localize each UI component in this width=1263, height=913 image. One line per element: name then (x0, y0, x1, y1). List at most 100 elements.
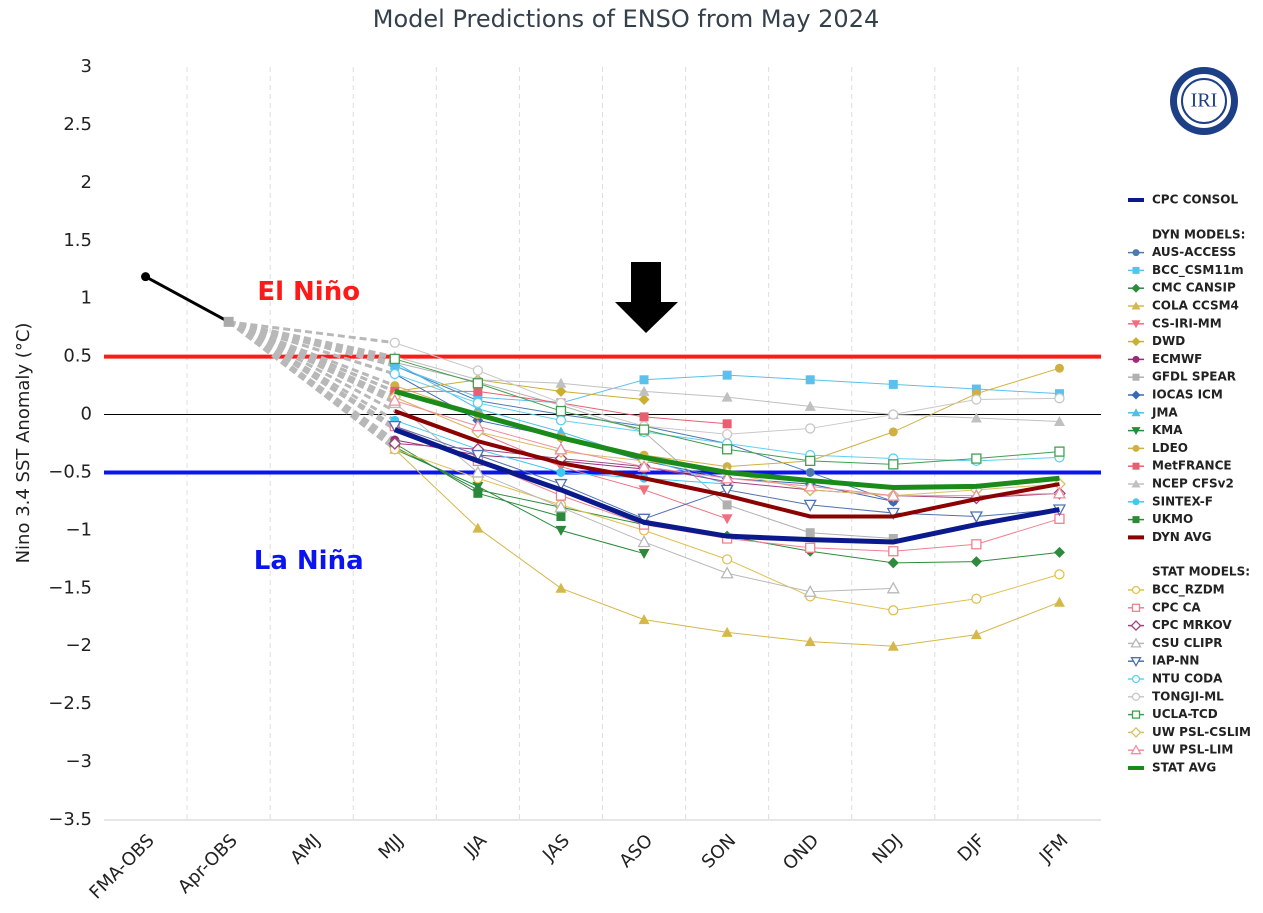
x-tick-label: Apr-OBS (174, 830, 242, 898)
legend-label[interactable]: ECMWF (1152, 352, 1202, 366)
point (805, 455, 816, 467)
point (1131, 603, 1141, 612)
series-line (393, 427, 1060, 545)
point (886, 581, 900, 594)
x-tick-label: AMJ (286, 830, 324, 868)
point (473, 488, 483, 498)
x-tick-label: OND (779, 830, 823, 874)
legend-label[interactable]: CPC CONSOL (1152, 193, 1238, 207)
point (1053, 546, 1065, 558)
point (804, 400, 816, 411)
point (1131, 337, 1141, 347)
legend-label[interactable]: NCEP CFSv2 (1152, 477, 1234, 491)
y-tick-label: −0.5 (48, 461, 92, 482)
legend-label[interactable]: CPC MRKOV (1152, 618, 1232, 632)
point (555, 415, 567, 426)
point (1053, 596, 1065, 607)
legend-label[interactable]: DYN AVG (1152, 530, 1212, 544)
legend-label[interactable]: KMA (1152, 423, 1183, 437)
point (803, 499, 817, 512)
point (1130, 637, 1142, 648)
legend-label[interactable]: CSU CLIPR (1152, 636, 1223, 650)
point (555, 582, 567, 593)
point (804, 636, 816, 647)
legend-label[interactable]: CS-IRI-MM (1152, 316, 1222, 330)
point (1054, 363, 1064, 373)
legend-label[interactable]: SINTEX-F (1152, 494, 1213, 508)
point (1132, 266, 1140, 274)
legend-label[interactable]: BCC_CSM11m (1152, 263, 1244, 278)
point (803, 479, 817, 492)
legend-label[interactable]: UW PSL-LIM (1152, 743, 1233, 757)
annotation: La Niña (254, 546, 364, 576)
point (1131, 390, 1141, 400)
point (1131, 408, 1141, 417)
point (472, 522, 484, 533)
point (1131, 283, 1141, 293)
series (394, 409, 1060, 519)
point (720, 484, 734, 497)
y-tick-label: −1 (65, 519, 92, 540)
legend-label[interactable]: COLA CCSM4 (1152, 299, 1239, 313)
point (805, 528, 815, 538)
legend-label[interactable]: MetFRANCE (1152, 459, 1232, 473)
point (556, 467, 566, 477)
point (555, 405, 567, 417)
legend-label[interactable]: LDEO (1152, 441, 1188, 455)
point (1131, 585, 1141, 595)
series (389, 443, 1065, 651)
point (638, 424, 650, 435)
y-axis-label: Nino 3.4 SST Anomaly (°C) (13, 323, 34, 564)
point (803, 584, 817, 597)
point (720, 566, 734, 579)
point (639, 412, 649, 422)
legend-label[interactable]: UKMO (1152, 512, 1193, 526)
point (888, 533, 898, 543)
legend-label[interactable]: TONGJI-ML (1152, 689, 1224, 703)
legend-label[interactable]: DWD (1152, 334, 1185, 348)
point (969, 511, 983, 524)
point (472, 403, 484, 414)
legend-label[interactable]: IOCAS ICM (1152, 388, 1223, 402)
x-tick-label: JFM (1035, 830, 1073, 868)
point (554, 500, 568, 513)
point (805, 423, 816, 434)
point (1131, 427, 1141, 436)
point (805, 375, 815, 385)
point (1131, 710, 1141, 719)
connector (228, 320, 396, 399)
y-tick-label: 2.5 (63, 114, 92, 135)
legend-label[interactable]: IAP-NN (1152, 654, 1199, 668)
point (970, 629, 982, 640)
point (638, 393, 650, 405)
point (1130, 726, 1142, 738)
legend-label[interactable]: AUS-ACCESS (1152, 245, 1236, 259)
legend-label[interactable]: CPC CA (1152, 600, 1201, 614)
point (472, 481, 484, 492)
point (1131, 301, 1141, 310)
point (471, 465, 485, 478)
legend-label[interactable]: STAT AVG (1152, 761, 1216, 775)
series (388, 396, 900, 597)
point (722, 419, 732, 429)
legend-label[interactable]: CMC CANSIP (1152, 281, 1236, 295)
point (472, 378, 484, 389)
point (389, 368, 400, 380)
legend-label[interactable]: GFDL SPEAR (1152, 370, 1236, 384)
point (721, 626, 733, 637)
point (473, 386, 483, 396)
point (554, 478, 568, 491)
x-tick-label: MJJ (375, 830, 408, 863)
legend-label[interactable]: NTU CODA (1152, 672, 1223, 686)
point (887, 557, 899, 569)
x-tick-label: SON (698, 830, 740, 872)
point (888, 427, 898, 437)
point (805, 542, 816, 553)
legend-heading: DYN MODELS: (1152, 227, 1245, 241)
legend-label[interactable]: UCLA-TCD (1152, 707, 1218, 721)
legend-label[interactable]: JMA (1151, 405, 1178, 419)
legend-label[interactable]: BCC_RZDM (1152, 583, 1225, 598)
legend-label[interactable]: UW PSL-CSLIM (1152, 725, 1251, 739)
chart-title: Model Predictions of ENSO from May 2024 (373, 5, 879, 33)
